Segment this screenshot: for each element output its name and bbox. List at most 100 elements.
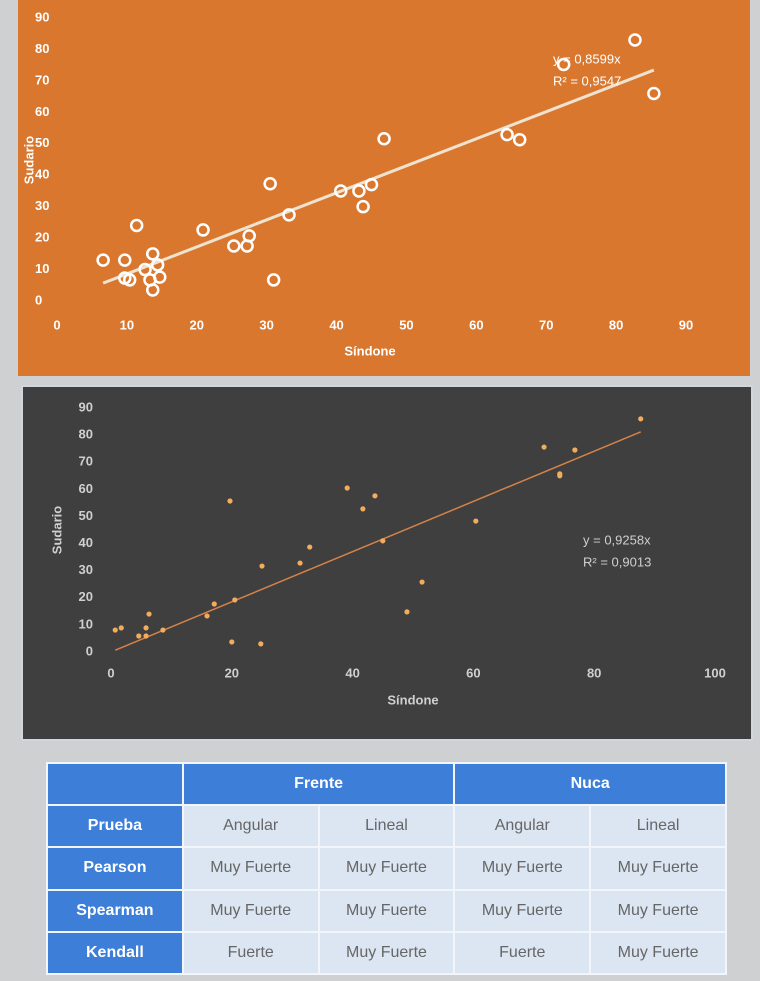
row-header: Prueba — [46, 804, 184, 849]
y-tick-label: 20 — [35, 230, 49, 245]
x-tick-label: 100 — [704, 665, 726, 680]
y-tick-label: 90 — [35, 9, 49, 24]
data-point — [211, 601, 217, 607]
row-header: Kendall — [46, 930, 184, 976]
data-point — [204, 613, 210, 619]
row-header: Spearman — [46, 888, 184, 933]
y-tick-label: 60 — [79, 481, 93, 496]
y-tick-label: 90 — [79, 399, 93, 414]
x-axis-label: Síndone — [344, 343, 395, 358]
chart-background — [18, 0, 750, 376]
x-axis-label: Síndone — [387, 692, 438, 707]
data-point — [307, 544, 313, 550]
data-point — [118, 625, 124, 631]
data-point — [419, 579, 425, 585]
data-point — [352, 184, 366, 198]
y-tick-label: 80 — [35, 41, 49, 56]
y-tick-label: 70 — [35, 72, 49, 87]
data-point — [572, 447, 578, 453]
data-point — [145, 247, 160, 261]
y-tick-label: 0 — [86, 643, 93, 658]
table-row: Prueba Angular Lineal Angular Lineal — [46, 804, 727, 849]
y-tick-label: 10 — [79, 616, 93, 631]
table-cell: Lineal — [589, 804, 727, 849]
data-point — [96, 253, 110, 267]
results-table: Frente Nuca Prueba Angular Lineal Angular Li… — [46, 761, 727, 976]
table-cell: Muy Fuerte — [317, 930, 456, 976]
data-point — [500, 127, 514, 142]
x-tick-label: 20 — [225, 665, 239, 680]
data-point — [377, 131, 391, 146]
x-tick-label: 10 — [120, 317, 134, 332]
y-tick-label: 80 — [79, 427, 93, 442]
data-point — [129, 218, 144, 233]
y-tick-label: 50 — [79, 508, 93, 523]
data-point — [344, 485, 350, 491]
table-cell: Muy Fuerte — [453, 846, 592, 891]
y-tick-label: 60 — [35, 104, 49, 119]
table-row: Kendall Fuerte Muy Fuerte Fuerte Muy Fuerte — [46, 930, 727, 976]
header-cell: Frente — [181, 761, 456, 807]
y-tick-label: 0 — [35, 292, 42, 307]
data-point — [229, 639, 235, 645]
data-point — [638, 416, 644, 422]
y-tick-label: 30 — [35, 198, 49, 213]
y-tick-label: 40 — [35, 167, 49, 182]
y-axis-label: Sudario — [49, 506, 64, 554]
data-point — [266, 273, 281, 287]
data-point — [297, 560, 303, 566]
data-point — [372, 493, 378, 499]
chart-background — [21, 385, 753, 741]
table-cell: Muy Fuerte — [453, 888, 592, 933]
x-tick-label: 20 — [190, 317, 204, 332]
table-cell: Lineal — [317, 804, 456, 849]
data-point — [263, 176, 277, 191]
table-cell: Angular — [453, 804, 592, 849]
data-point — [647, 86, 661, 101]
data-point — [232, 597, 238, 603]
y-tick-label: 50 — [35, 135, 49, 150]
x-tick-label: 0 — [107, 665, 114, 680]
table-cell: Muy Fuerte — [181, 846, 320, 891]
data-point — [628, 33, 642, 47]
x-tick-label: 0 — [53, 317, 60, 332]
x-tick-label: 90 — [679, 317, 693, 332]
data-point — [145, 283, 160, 297]
x-tick-label: 70 — [539, 317, 553, 332]
data-point — [541, 444, 547, 450]
trendline — [114, 431, 641, 651]
data-point — [146, 611, 152, 617]
x-tick-label: 60 — [469, 317, 483, 332]
data-point — [242, 229, 256, 243]
data-point — [122, 273, 137, 287]
table-cell: Muy Fuerte — [317, 888, 456, 933]
x-tick-label: 40 — [345, 665, 359, 680]
data-point — [473, 518, 479, 524]
data-point — [160, 627, 166, 633]
data-point — [360, 506, 366, 512]
table-cell: Muy Fuerte — [589, 930, 727, 976]
data-point — [143, 633, 149, 639]
trendline-annotation: y = 0,9258x — [583, 532, 651, 547]
table-row: Pearson Muy Fuerte Muy Fuerte Muy Fuerte Muy… — [46, 846, 727, 891]
trendline-annotation: R² = 0,9013 — [583, 554, 651, 569]
table-cell: Muy Fuerte — [589, 888, 727, 933]
charts: 0 10 20 30 40 50 60 70 80 90 0 10 20 30 40 50 60 70 80 90 Sí… — [18, 0, 753, 741]
x-tick-label: 80 — [609, 317, 623, 332]
table-cell: Fuerte — [181, 930, 320, 976]
x-tick-label: 50 — [399, 317, 413, 332]
x-tick-label: 60 — [466, 665, 480, 680]
y-tick-label: 20 — [79, 589, 93, 604]
data-point — [259, 563, 265, 569]
table-cell: Fuerte — [453, 930, 592, 976]
data-point — [380, 538, 386, 544]
table-cell: Muy Fuerte — [317, 846, 456, 891]
y-tick-label: 30 — [79, 562, 93, 577]
x-tick-label: 40 — [329, 317, 343, 332]
row-header: Pearson — [46, 846, 184, 891]
table-cell: Angular — [181, 804, 320, 849]
data-point — [404, 609, 410, 615]
data-point — [112, 627, 118, 633]
trendline-annotation: R² = 0,9547 — [553, 73, 621, 88]
